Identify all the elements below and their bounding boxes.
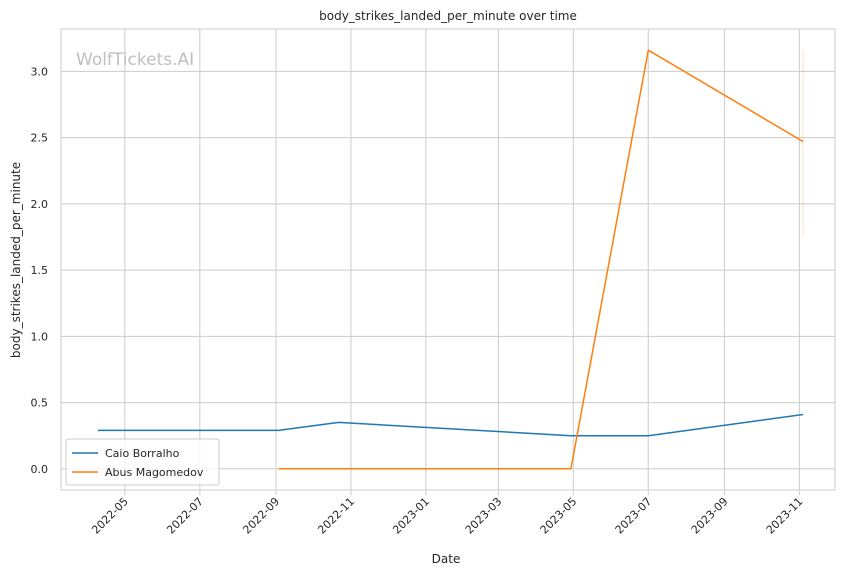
x-tick-label: 2022-11 [315, 495, 357, 537]
x-axis-label: Date [432, 552, 461, 566]
y-axis-label: body_strikes_landed_per_minute [9, 162, 23, 358]
plot-area [60, 28, 836, 491]
x-tick-label: 2022-05 [89, 495, 131, 537]
x-tick-label: 2023-03 [463, 495, 505, 537]
y-tick-label: 1.0 [31, 330, 49, 343]
series-layer [97, 49, 804, 470]
x-tick-label: 2022-09 [240, 495, 282, 537]
watermark-logo: WolfTickets.AI [76, 50, 194, 70]
x-axis-ticks: 2022-05 2022-07 2022-09 2022-11 2023-01 2023-… [89, 490, 805, 537]
legend-label-abus-magomedov: Abus Magomedov [105, 466, 204, 479]
y-axis-ticks: 0.0 0.5 1.0 1.5 2.0 2.5 3.0 [31, 65, 49, 475]
y-tick-label: 0.0 [31, 463, 49, 476]
chart-title: body_strikes_landed_per_minute over time [319, 9, 577, 23]
x-tick-label: 2022-07 [164, 495, 206, 537]
x-tick-label: 2023-01 [390, 495, 432, 537]
legend-box [65, 438, 220, 486]
x-tick-label: 2023-11 [764, 495, 806, 537]
grid-lines [61, 29, 835, 490]
series-line-abus-magomedov [278, 49, 804, 470]
y-tick-label: 0.5 [31, 397, 49, 410]
y-tick-label: 3.0 [31, 65, 49, 78]
series-line-caio-borralho [97, 413, 804, 437]
legend: Caio Borralho Abus Magomedov [65, 438, 220, 486]
y-tick-label: 1.5 [31, 264, 49, 277]
y-tick-label: 2.5 [31, 132, 49, 145]
x-tick-label: 2023-07 [613, 495, 655, 537]
x-tick-label: 2023-05 [538, 495, 580, 537]
x-tick-label: 2023-09 [689, 495, 731, 537]
legend-label-caio-borralho: Caio Borralho [105, 447, 180, 460]
y-tick-label: 2.0 [31, 198, 49, 211]
